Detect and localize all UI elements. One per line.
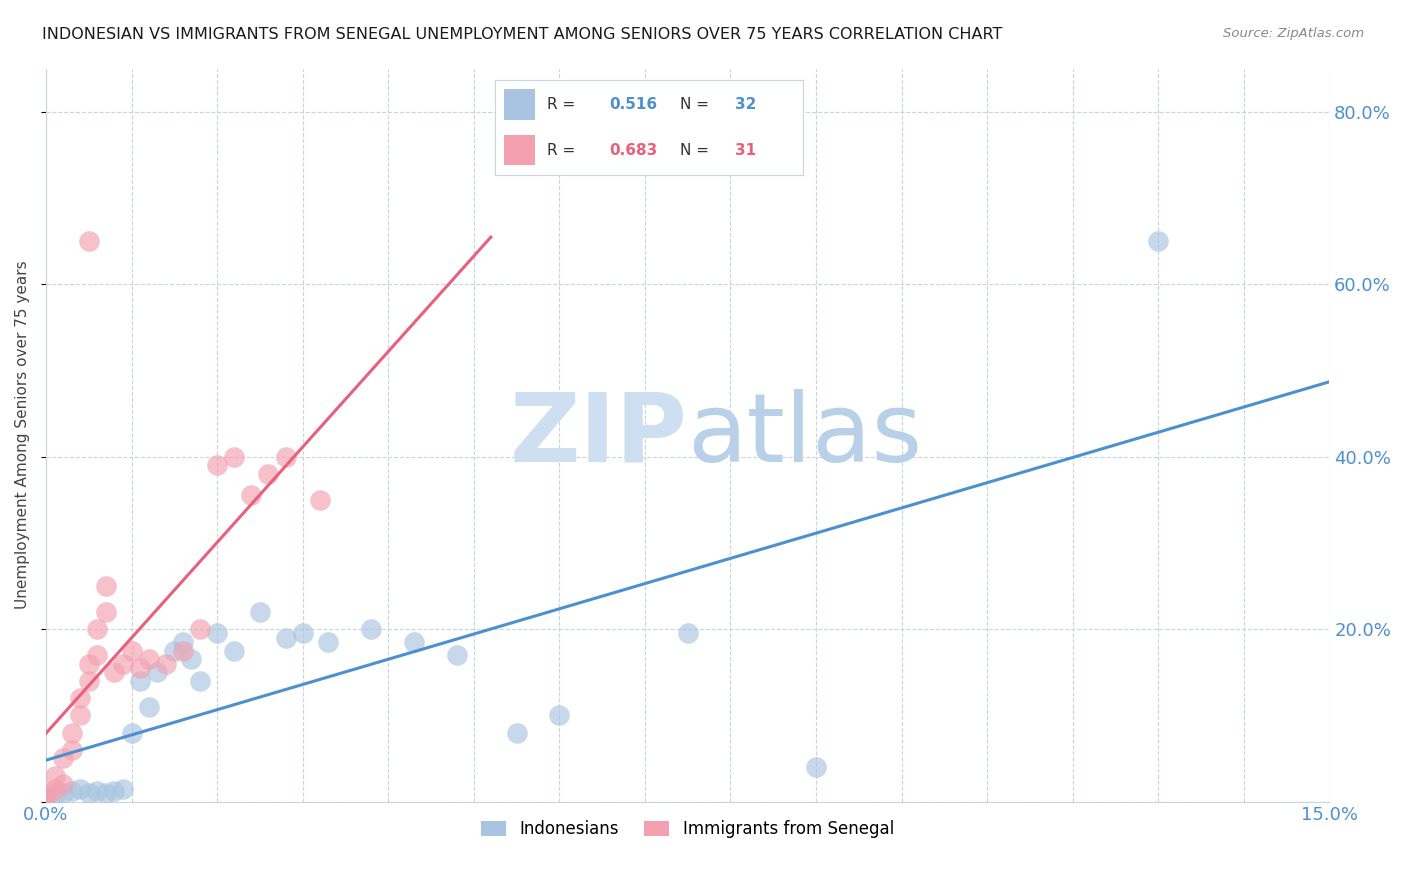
Point: [180, 652, 202, 666]
Text: atlas: atlas: [688, 389, 922, 482]
Point: [240, 488, 263, 502]
Point: [86, 648, 108, 662]
Point: [548, 708, 571, 723]
Point: [77, 786, 100, 800]
Point: [69, 781, 91, 796]
Point: [35, 786, 58, 800]
Point: [52, 751, 75, 765]
Point: [155, 657, 177, 671]
Point: [316, 635, 339, 649]
Text: INDONESIAN VS IMMIGRANTS FROM SENEGAL UNEMPLOYMENT AMONG SENIORS OVER 75 YEARS C: INDONESIAN VS IMMIGRANTS FROM SENEGAL UN…: [42, 27, 1002, 42]
Point: [86, 784, 108, 798]
Legend: Indonesians, Immigrants from Senegal: Indonesians, Immigrants from Senegal: [475, 814, 900, 845]
Point: [77, 234, 100, 248]
Point: [94, 786, 117, 800]
Point: [60, 784, 83, 798]
Point: [172, 643, 194, 657]
Point: [1147, 234, 1170, 248]
Point: [52, 777, 75, 791]
Point: [121, 725, 143, 739]
Point: [249, 605, 271, 619]
Point: [446, 648, 468, 662]
Point: [129, 673, 152, 688]
Text: ZIP: ZIP: [510, 389, 688, 482]
Point: [111, 657, 134, 671]
Point: [146, 665, 169, 680]
Point: [402, 635, 425, 649]
Point: [308, 492, 330, 507]
Point: [188, 673, 211, 688]
Point: [69, 708, 91, 723]
Point: [69, 691, 91, 706]
Point: [94, 579, 117, 593]
Point: [257, 467, 280, 481]
Point: [35, 790, 58, 805]
Point: [138, 652, 160, 666]
Text: Source: ZipAtlas.com: Source: ZipAtlas.com: [1223, 27, 1364, 40]
Point: [274, 450, 297, 464]
Point: [205, 458, 228, 473]
Point: [360, 622, 382, 636]
Point: [35, 790, 58, 805]
Point: [86, 622, 108, 636]
Point: [129, 661, 152, 675]
Point: [60, 743, 83, 757]
Point: [77, 673, 100, 688]
Point: [52, 786, 75, 800]
Point: [291, 626, 314, 640]
Point: [163, 643, 186, 657]
Point: [804, 760, 827, 774]
Point: [94, 605, 117, 619]
Point: [274, 631, 297, 645]
Point: [188, 622, 211, 636]
Y-axis label: Unemployment Among Seniors over 75 years: Unemployment Among Seniors over 75 years: [15, 260, 30, 609]
Point: [103, 665, 125, 680]
Point: [121, 643, 143, 657]
Point: [103, 784, 125, 798]
Point: [205, 626, 228, 640]
Point: [224, 450, 246, 464]
Point: [172, 635, 194, 649]
Point: [60, 725, 83, 739]
Point: [44, 788, 66, 802]
Point: [111, 781, 134, 796]
Point: [224, 643, 246, 657]
Point: [676, 626, 699, 640]
Point: [44, 781, 66, 796]
Point: [77, 657, 100, 671]
Point: [44, 769, 66, 783]
Point: [505, 725, 527, 739]
Point: [138, 699, 160, 714]
